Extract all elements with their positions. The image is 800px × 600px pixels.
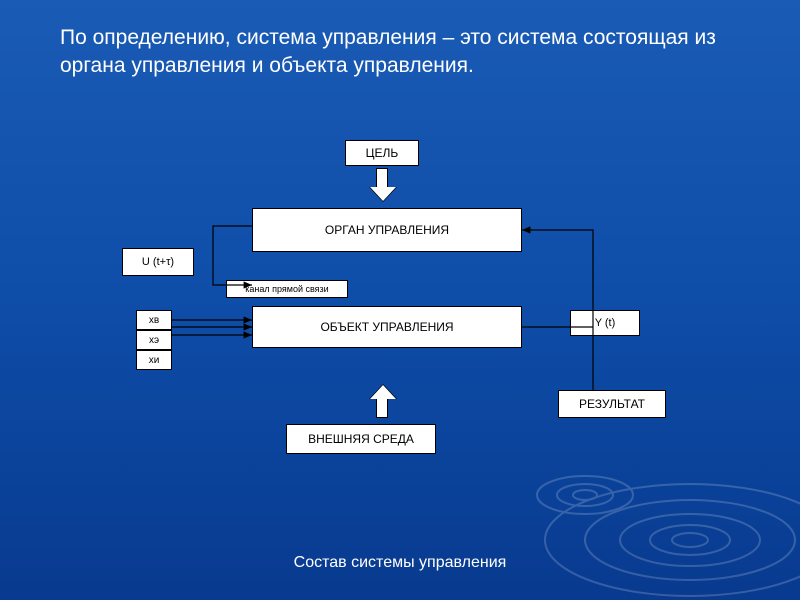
node-u: U (t+τ) (122, 248, 194, 276)
node-channel: канал прямой связи (226, 280, 348, 298)
node-env: ВНЕШНЯЯ СРЕДА (286, 424, 436, 454)
node-y: Y (t) (570, 310, 640, 336)
node-result: РЕЗУЛЬТАТ (558, 390, 666, 418)
node-xi: xи (136, 350, 172, 370)
node-xe: xэ (136, 330, 172, 350)
arrow-goal-down (376, 168, 388, 188)
connector-lines (0, 0, 800, 600)
node-goal: ЦЕЛЬ (345, 140, 419, 166)
caption-text: Состав системы управления (0, 554, 800, 572)
heading-text: По определению, система управления – это… (60, 24, 760, 81)
node-organ: ОРГАН УПРАВЛЕНИЯ (252, 208, 522, 252)
node-object: ОБЪЕКТ УПРАВЛЕНИЯ (252, 306, 522, 348)
arrow-env-up (376, 398, 388, 418)
node-xv: xв (136, 310, 172, 330)
